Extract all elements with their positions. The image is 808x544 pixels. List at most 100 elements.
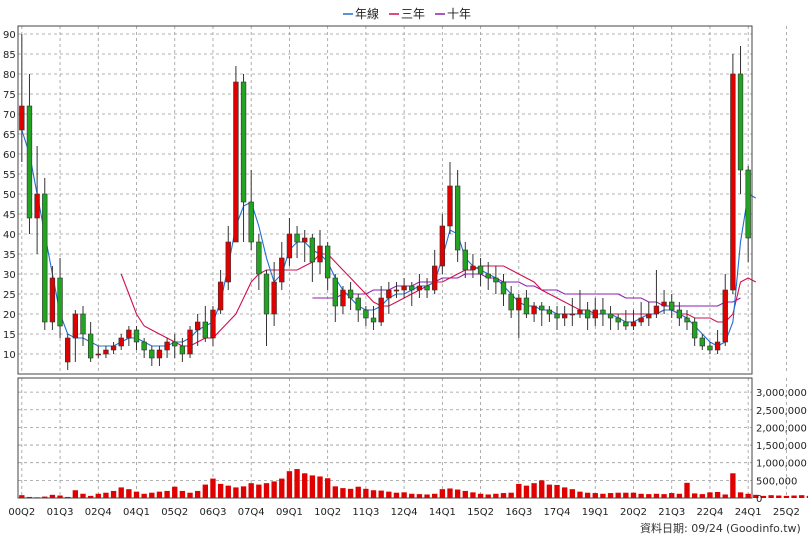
volume-bar [26, 496, 33, 498]
x-tick-label: 00Q2 [8, 507, 35, 518]
candle-body [470, 265, 476, 271]
candle-body [577, 309, 583, 315]
x-tick-label: 05Q2 [161, 507, 188, 518]
x-tick-label: 17Q4 [544, 507, 571, 518]
volume-bar [806, 495, 808, 498]
candle [370, 306, 377, 330]
candle-body [72, 313, 79, 339]
candle [286, 218, 293, 266]
candle-body [638, 317, 644, 323]
candle-body [363, 309, 369, 319]
candle [87, 322, 94, 362]
volume-bar [691, 493, 698, 498]
volume-bar [669, 493, 675, 498]
legend-label: 十年 [447, 7, 471, 21]
candle-body [500, 281, 507, 295]
candle [80, 306, 86, 346]
volume-bar [554, 484, 560, 498]
candle [630, 310, 637, 330]
x-tick-label: 22Q4 [696, 507, 723, 518]
candle-body [531, 305, 537, 315]
candle-body [401, 285, 407, 291]
candle-body [462, 249, 468, 271]
candle [202, 306, 208, 342]
volume-bar [103, 492, 109, 498]
volume-bar [156, 491, 163, 498]
volume-bar [500, 493, 507, 498]
volume-bar [516, 483, 522, 498]
candle-body [202, 321, 208, 339]
volume-bar [439, 489, 446, 498]
volume-bar [584, 492, 591, 498]
volume-tick-label: 0 [756, 494, 762, 505]
candle [493, 266, 499, 294]
candle-body [317, 245, 323, 263]
candle [607, 306, 614, 330]
volume-bar [409, 493, 415, 498]
candle-body [156, 349, 163, 359]
volume-bar [531, 483, 537, 498]
candle [324, 242, 331, 290]
volume-bar [179, 490, 186, 498]
candle-body [286, 233, 293, 259]
candle-body [347, 289, 354, 299]
candle-body [87, 333, 94, 359]
volume-bar [210, 478, 216, 498]
price-tick-label: 90 [3, 30, 16, 41]
candle [386, 282, 392, 314]
footer-date: 資料日期: 09/24 [640, 521, 723, 535]
candle-body [187, 329, 193, 355]
volume-bar [684, 482, 690, 498]
candle-body [195, 321, 201, 331]
volume-bar [783, 495, 790, 498]
candle [653, 270, 660, 318]
volume-bar [294, 469, 300, 498]
candle-body [516, 297, 522, 311]
volume-bar [661, 494, 667, 498]
candle-body [217, 281, 224, 311]
candle [745, 166, 751, 262]
candle [57, 258, 63, 338]
volume-bar [791, 495, 797, 498]
candle [195, 314, 201, 346]
candle [378, 286, 384, 326]
candle [676, 302, 683, 326]
price-tick-label: 10 [3, 350, 16, 361]
candle [65, 334, 71, 370]
candle-body [324, 245, 331, 279]
candle-body [225, 241, 231, 283]
candle [424, 278, 430, 298]
x-tick-label: 11Q3 [352, 507, 379, 518]
price-tick-label: 30 [3, 270, 16, 281]
x-tick-label: 02Q4 [85, 507, 112, 518]
x-tick-label: 20Q2 [620, 507, 647, 518]
candle-body [508, 293, 514, 311]
volume-bar [753, 494, 759, 498]
price-tick-label: 25 [3, 290, 16, 301]
candle-body [432, 265, 438, 291]
volume-bar [416, 494, 423, 498]
candle [508, 286, 514, 318]
volume-bar [217, 483, 224, 498]
volume-bar [378, 490, 384, 498]
volume-tick-label: 1,500,000 [756, 441, 807, 452]
candle-body [57, 277, 63, 327]
x-tick-label: 07Q4 [238, 507, 265, 518]
volume-bar [714, 492, 721, 498]
candle [615, 314, 621, 330]
candle [554, 306, 560, 330]
candle [707, 342, 713, 354]
x-tick-label: 04Q1 [123, 507, 150, 518]
candle [217, 270, 224, 314]
volume-bar [263, 483, 270, 498]
x-tick-label: 25Q2 [773, 507, 800, 518]
candle-body [19, 105, 25, 131]
legend: 年線 三年 十年 [343, 6, 471, 21]
candle [187, 326, 193, 358]
candle [240, 74, 247, 242]
candle [179, 338, 186, 362]
volume-bar [737, 492, 744, 498]
volume-bar [286, 471, 293, 498]
volume-bar [623, 492, 629, 498]
volume-bar [776, 495, 782, 498]
